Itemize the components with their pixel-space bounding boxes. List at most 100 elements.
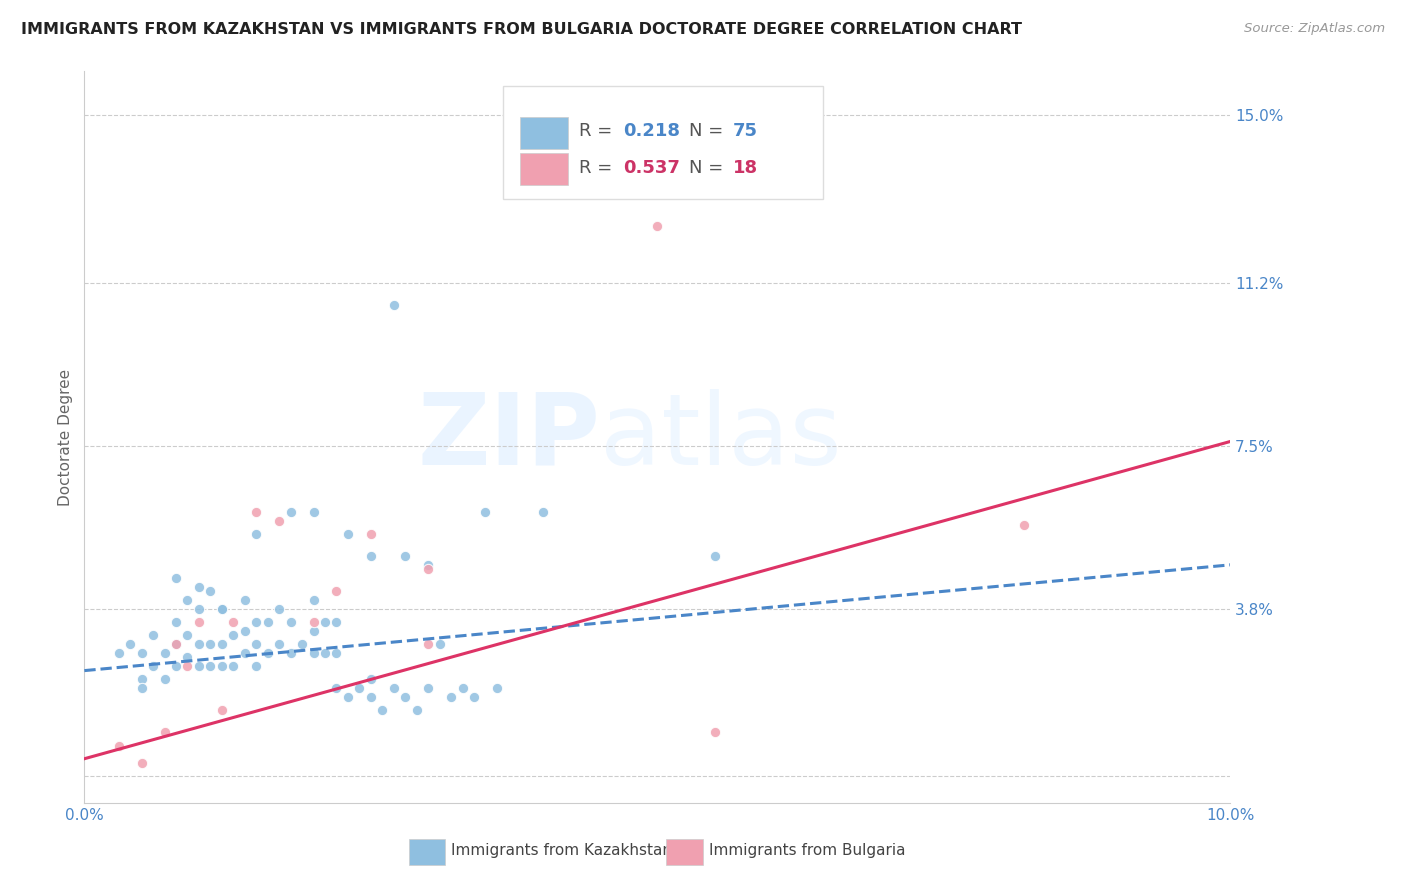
- Text: atlas: atlas: [600, 389, 842, 485]
- FancyBboxPatch shape: [666, 838, 703, 865]
- Text: ZIP: ZIP: [418, 389, 600, 485]
- Point: [382, 298, 405, 312]
- Point: [280, 505, 302, 519]
- Point: [418, 681, 440, 696]
- Point: [269, 514, 291, 528]
- Point: [153, 646, 176, 660]
- Text: Source: ZipAtlas.com: Source: ZipAtlas.com: [1244, 22, 1385, 36]
- Point: [245, 527, 267, 541]
- Point: [451, 681, 474, 696]
- Point: [302, 505, 325, 519]
- Point: [314, 646, 336, 660]
- Point: [107, 646, 129, 660]
- Point: [463, 690, 485, 704]
- Point: [188, 659, 211, 673]
- Point: [176, 650, 198, 665]
- Point: [222, 659, 245, 673]
- Point: [188, 602, 211, 616]
- Point: [165, 571, 187, 585]
- Point: [418, 558, 440, 572]
- Point: [131, 681, 153, 696]
- Point: [256, 646, 278, 660]
- Point: [360, 527, 382, 541]
- Text: N =: N =: [689, 122, 730, 140]
- Point: [176, 593, 198, 607]
- Point: [245, 615, 267, 629]
- Point: [325, 584, 347, 599]
- Text: 0.537: 0.537: [623, 159, 681, 177]
- Point: [131, 756, 153, 771]
- Point: [269, 637, 291, 651]
- Point: [222, 628, 245, 642]
- Point: [371, 703, 394, 717]
- Point: [233, 593, 256, 607]
- Point: [349, 681, 371, 696]
- Point: [647, 219, 669, 233]
- Point: [107, 739, 129, 753]
- Point: [325, 646, 347, 660]
- FancyBboxPatch shape: [502, 86, 824, 200]
- Point: [291, 637, 314, 651]
- Point: [176, 659, 198, 673]
- Point: [176, 628, 198, 642]
- Text: Immigrants from Bulgaria: Immigrants from Bulgaria: [709, 843, 905, 858]
- Point: [394, 690, 416, 704]
- Point: [153, 725, 176, 739]
- Point: [485, 681, 508, 696]
- Point: [200, 584, 222, 599]
- Point: [142, 659, 165, 673]
- Point: [325, 615, 347, 629]
- Point: [405, 703, 427, 717]
- FancyBboxPatch shape: [520, 153, 568, 186]
- FancyBboxPatch shape: [520, 117, 568, 149]
- Point: [280, 646, 302, 660]
- Point: [280, 615, 302, 629]
- Point: [360, 673, 382, 687]
- Point: [429, 637, 451, 651]
- Point: [165, 637, 187, 651]
- Point: [314, 615, 336, 629]
- Text: N =: N =: [689, 159, 730, 177]
- Point: [233, 624, 256, 638]
- Point: [222, 615, 245, 629]
- Point: [418, 637, 440, 651]
- Point: [188, 637, 211, 651]
- Point: [142, 628, 165, 642]
- Text: 18: 18: [733, 159, 758, 177]
- Point: [302, 593, 325, 607]
- Point: [188, 615, 211, 629]
- Point: [418, 562, 440, 576]
- Point: [233, 646, 256, 660]
- Point: [131, 646, 153, 660]
- Text: IMMIGRANTS FROM KAZAKHSTAN VS IMMIGRANTS FROM BULGARIA DOCTORATE DEGREE CORRELAT: IMMIGRANTS FROM KAZAKHSTAN VS IMMIGRANTS…: [21, 22, 1022, 37]
- Point: [153, 673, 176, 687]
- Point: [256, 615, 278, 629]
- Point: [336, 527, 359, 541]
- Text: 0.218: 0.218: [623, 122, 681, 140]
- Text: 75: 75: [733, 122, 758, 140]
- Point: [302, 624, 325, 638]
- Point: [394, 549, 416, 563]
- Point: [703, 725, 725, 739]
- Point: [200, 659, 222, 673]
- Point: [336, 690, 359, 704]
- Y-axis label: Doctorate Degree: Doctorate Degree: [58, 368, 73, 506]
- Point: [1012, 518, 1035, 533]
- Point: [703, 549, 725, 563]
- Point: [360, 549, 382, 563]
- Point: [531, 505, 554, 519]
- Point: [200, 637, 222, 651]
- Point: [302, 615, 325, 629]
- Point: [211, 637, 233, 651]
- Point: [120, 637, 142, 651]
- Text: R =: R =: [579, 159, 619, 177]
- Point: [269, 602, 291, 616]
- Text: Immigrants from Kazakhstan: Immigrants from Kazakhstan: [451, 843, 672, 858]
- Point: [211, 659, 233, 673]
- Point: [165, 659, 187, 673]
- Point: [245, 637, 267, 651]
- Text: R =: R =: [579, 122, 619, 140]
- Point: [188, 580, 211, 594]
- Point: [211, 602, 233, 616]
- Point: [245, 659, 267, 673]
